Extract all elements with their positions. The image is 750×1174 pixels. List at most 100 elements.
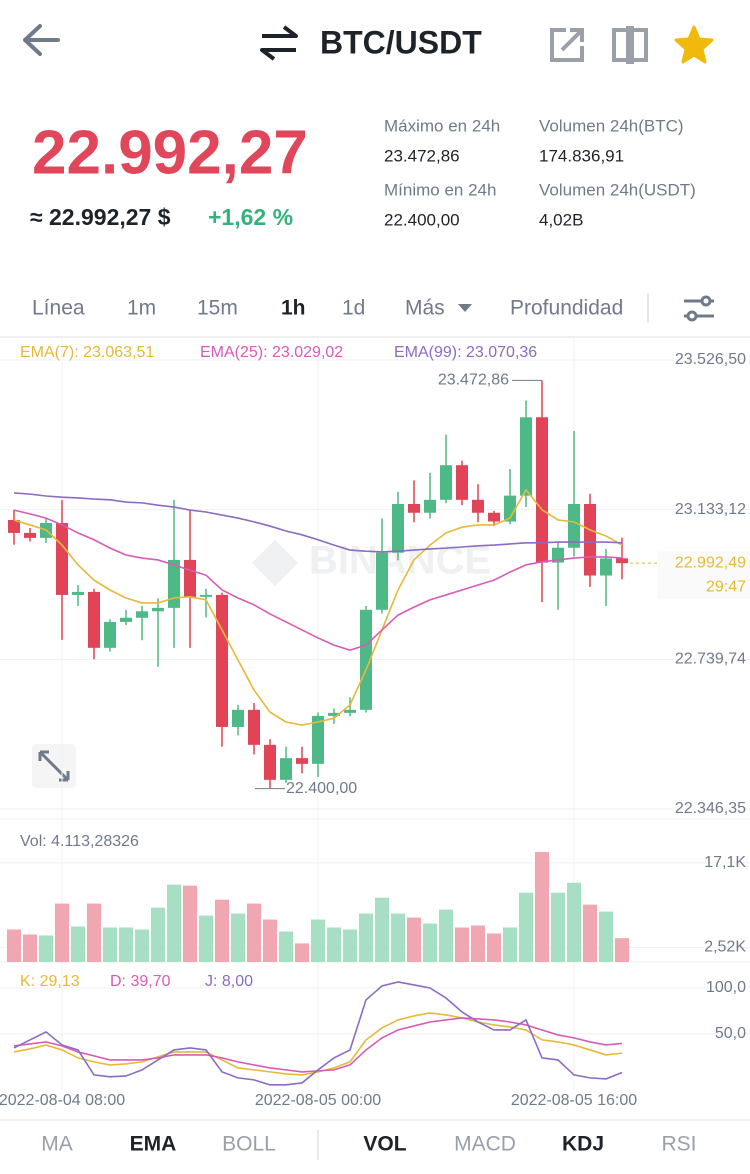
stat-label: Mínimo en 24h bbox=[384, 180, 496, 199]
volume-bar bbox=[311, 919, 325, 962]
volume-bar bbox=[71, 926, 85, 962]
interval-tab[interactable]: 1m bbox=[127, 297, 156, 320]
back-button[interactable] bbox=[23, 24, 60, 56]
volume-bar bbox=[151, 907, 165, 962]
volume-bar bbox=[551, 892, 565, 962]
candle-body bbox=[424, 499, 436, 513]
volume-bar bbox=[119, 927, 133, 962]
annotation-label: 22.400,00 bbox=[286, 780, 357, 797]
interval-tab[interactable]: Línea bbox=[32, 297, 85, 320]
indicator-line bbox=[13, 981, 623, 1086]
x-tick-label: 2022-08-05 00:00 bbox=[255, 1092, 381, 1109]
pair-title: BTC/USDT bbox=[320, 24, 482, 60]
volume-bar bbox=[183, 885, 197, 962]
candle-body bbox=[376, 552, 388, 610]
volume-bar bbox=[279, 931, 293, 962]
stat-value: 174.836,91 bbox=[539, 146, 624, 165]
volume-bar bbox=[439, 909, 453, 962]
volume-bar bbox=[615, 938, 629, 962]
candle-body bbox=[168, 559, 180, 608]
layout-icon[interactable] bbox=[612, 26, 648, 64]
volume-bar bbox=[487, 933, 501, 962]
countdown: 29:47 bbox=[706, 578, 746, 595]
volume-bar bbox=[215, 899, 229, 962]
plot: 2022-08-04 08:00 2022-08-05 00:00 2022-08-… bbox=[0, 337, 750, 1109]
candle-body bbox=[296, 758, 308, 764]
volume-bar bbox=[567, 882, 581, 962]
share-icon[interactable] bbox=[550, 28, 584, 62]
candle-body bbox=[88, 591, 100, 648]
interval-tab[interactable]: Profundidad bbox=[510, 297, 623, 320]
indicator-tab[interactable]: MACD bbox=[454, 1133, 516, 1156]
volume-bar bbox=[135, 929, 149, 962]
legend-entry: EMA(99): 23.070,36 bbox=[394, 344, 537, 361]
volume-bar bbox=[7, 929, 21, 962]
candle-body bbox=[584, 504, 596, 576]
candle-body bbox=[600, 558, 612, 576]
candle-body bbox=[104, 621, 116, 648]
fiat-price: ≈ 22.992,27 $ bbox=[30, 204, 171, 230]
interval-tab[interactable]: Más bbox=[405, 297, 445, 320]
y-tick-label: 23.133,12 bbox=[675, 501, 746, 518]
candle-body bbox=[360, 609, 372, 710]
candle-body bbox=[536, 417, 548, 563]
candle-body bbox=[456, 465, 468, 500]
indicator-tab[interactable]: RSI bbox=[661, 1133, 696, 1156]
stat-value: 22.400,00 bbox=[384, 210, 460, 229]
candle-body bbox=[248, 709, 260, 745]
candle-body bbox=[472, 499, 484, 513]
volume-bar bbox=[471, 925, 485, 962]
price-change: +1,62 % bbox=[208, 204, 293, 230]
interval-tab[interactable]: 15m bbox=[197, 297, 238, 320]
y-tick-label: 50,0 bbox=[715, 1025, 746, 1042]
candle-body bbox=[56, 523, 68, 595]
volume-bar bbox=[423, 923, 437, 962]
candle-body bbox=[520, 417, 532, 496]
volume-bar bbox=[199, 915, 213, 962]
legend-entry: EMA(7): 23.063,51 bbox=[20, 344, 154, 361]
indicator-tab[interactable]: EMA bbox=[130, 1133, 177, 1156]
candle-body bbox=[392, 504, 404, 553]
stat-value: 4,02B bbox=[539, 210, 583, 229]
favorite-star[interactable] bbox=[674, 25, 714, 64]
indicator-tab[interactable]: VOL bbox=[363, 1133, 406, 1156]
stat-label: Volumen 24h(BTC) bbox=[539, 116, 684, 135]
candle-body bbox=[152, 607, 164, 612]
volume-bar bbox=[103, 927, 117, 962]
candle-body bbox=[440, 465, 452, 500]
x-tick-label: 2022-08-04 08:00 bbox=[0, 1092, 125, 1109]
volume-bar bbox=[87, 903, 101, 962]
swap-icon[interactable] bbox=[260, 25, 298, 61]
y-tick-label: 2,52K bbox=[704, 939, 746, 956]
candle-body bbox=[312, 715, 324, 764]
volume-bar bbox=[327, 927, 341, 962]
expand-button[interactable] bbox=[32, 744, 76, 788]
x-tick-label: 2022-08-05 16:00 bbox=[511, 1092, 637, 1109]
volume-bar bbox=[359, 913, 373, 962]
settings-icon[interactable] bbox=[684, 295, 714, 322]
volume-bar bbox=[503, 927, 517, 962]
interval-tab[interactable]: 1d bbox=[342, 297, 365, 320]
indicator-tab[interactable]: BOLL bbox=[222, 1133, 276, 1156]
volume-bar bbox=[343, 929, 357, 962]
candle-body bbox=[264, 744, 276, 780]
indicator-line bbox=[13, 488, 623, 726]
candle-body bbox=[24, 532, 36, 538]
last-price: 22.992,27 bbox=[32, 118, 308, 187]
candle-body bbox=[120, 617, 132, 622]
indicator-tab[interactable]: MA bbox=[41, 1133, 73, 1156]
volume-bar bbox=[247, 903, 261, 962]
watermark-logo bbox=[252, 540, 298, 586]
volume-bar bbox=[407, 917, 421, 962]
y-tick-label: 22.739,74 bbox=[675, 651, 746, 668]
volume-bar bbox=[599, 911, 613, 962]
volume-bar bbox=[519, 892, 533, 962]
volume-bar bbox=[231, 913, 245, 962]
annotation-label: 23.472,86 bbox=[438, 372, 509, 389]
candle-body bbox=[184, 559, 196, 597]
interval-tab[interactable]: 1h bbox=[281, 297, 306, 320]
volume-bar bbox=[167, 884, 181, 962]
indicator-tab[interactable]: KDJ bbox=[562, 1133, 604, 1156]
last-price-label: 22.992,49 bbox=[675, 554, 746, 571]
